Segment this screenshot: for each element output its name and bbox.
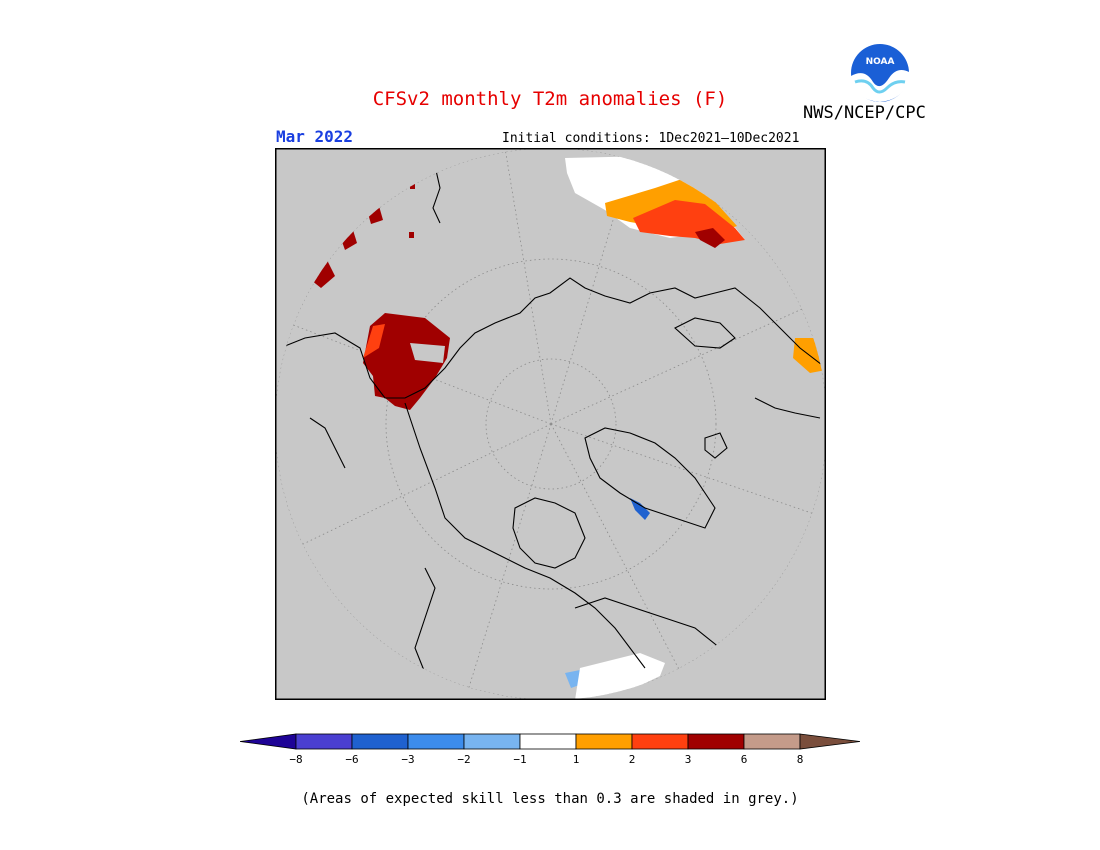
colorbar: −8 −6 −3 −2 −1 1 2 3 6 8 xyxy=(240,733,860,766)
colorbar-swatch xyxy=(295,733,353,750)
colorbar-tick-label: −8 xyxy=(289,753,302,766)
colorbar-swatch xyxy=(463,733,521,750)
colorbar-tick-label: −2 xyxy=(457,753,470,766)
colorbar-swatch xyxy=(631,733,689,750)
colorbar-swatches xyxy=(240,733,860,750)
colorbar-swatch xyxy=(351,733,409,750)
colorbar-tick-label: 6 xyxy=(741,753,748,766)
colorbar-swatch xyxy=(519,733,577,750)
colorbar-arrow-low xyxy=(240,733,297,750)
map-title-text: CFSv2 monthly T2m anomalies (F) xyxy=(372,88,728,110)
colorbar-tick-label: −1 xyxy=(513,753,526,766)
colorbar-tick-label: −3 xyxy=(401,753,414,766)
anomaly-patch-greenland-cold xyxy=(630,498,650,520)
anomaly-map xyxy=(275,148,826,700)
skill-footnote: (Areas of expected skill less than 0.3 a… xyxy=(301,791,799,807)
noaa-logo-text: NOAA xyxy=(866,57,895,67)
coastlines xyxy=(279,165,826,694)
colorbar-tick-label: 8 xyxy=(797,753,804,766)
colorbar-swatch xyxy=(407,733,465,750)
colorbar-swatch xyxy=(743,733,801,750)
colorbar-tick-label: 2 xyxy=(629,753,636,766)
colorbar-arrow-high xyxy=(799,733,860,750)
map-title: CFSv2 monthly T2m anomalies (F) xyxy=(0,88,1100,110)
colorbar-swatch xyxy=(575,733,633,750)
colorbar-labels: −8 −6 −3 −2 −1 1 2 3 6 8 xyxy=(289,753,803,766)
initial-conditions-label: Initial conditions: 1Dec2021–10Dec2021 xyxy=(502,131,800,146)
noaa-logo: NOAA xyxy=(850,43,910,103)
colorbar-tick-label: 1 xyxy=(573,753,580,766)
colorbar-swatch xyxy=(687,733,745,750)
valid-month-label: Mar 2022 xyxy=(276,127,354,146)
agency-label: NWS/NCEP/CPC xyxy=(803,103,926,123)
colorbar-tick-label: 3 xyxy=(685,753,692,766)
colorbar-tick-label: −6 xyxy=(345,753,358,766)
